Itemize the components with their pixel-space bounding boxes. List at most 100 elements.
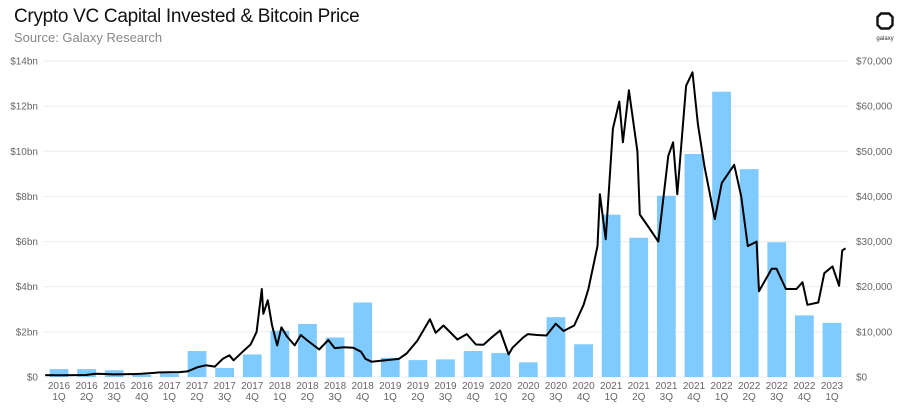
- left-tick-label: $0: [27, 373, 39, 384]
- x-tick-label: 2017 4Q: [241, 381, 264, 403]
- right-tick-label: $40,000: [856, 192, 893, 203]
- x-tick-quarter: 3Q: [108, 392, 122, 403]
- x-tick-quarter: 3Q: [328, 392, 342, 403]
- bar-2021-4Q: [684, 153, 704, 377]
- x-tick-label: 2018 3Q: [324, 381, 347, 403]
- bar-2020-1Q: [491, 353, 511, 377]
- bar-2020-3Q: [546, 317, 566, 377]
- x-tick-quarter: 3Q: [770, 392, 784, 403]
- x-tick-year: 2018: [352, 381, 375, 392]
- x-tick-label: 2020 4Q: [572, 381, 595, 403]
- galaxy-logo: galaxy: [870, 12, 900, 42]
- x-tick-year: 2017: [158, 381, 181, 392]
- bar-2020-2Q: [518, 362, 538, 377]
- x-tick-year: 2017: [186, 381, 209, 392]
- x-tick-year: 2016: [103, 381, 126, 392]
- x-tick-label: 2019 4Q: [462, 381, 485, 403]
- bar-2018-4Q: [353, 302, 373, 377]
- x-tick-quarter: 1Q: [494, 392, 508, 403]
- x-tick-year: 2016: [48, 381, 71, 392]
- bar-2021-1Q: [601, 214, 621, 377]
- x-tick-label: 2016 2Q: [75, 381, 98, 403]
- x-tick-label: 2016 1Q: [48, 381, 71, 403]
- x-tick-year: 2016: [75, 381, 98, 392]
- x-tick-label: 2018 4Q: [352, 381, 375, 403]
- right-tick-label: $50,000: [856, 147, 893, 158]
- right-tick-label: $10,000: [856, 327, 893, 338]
- x-tick-year: 2022: [793, 381, 816, 392]
- bitcoin-price-series: [45, 71, 847, 377]
- chart-title: Crypto VC Capital Invested & Bitcoin Pri…: [14, 6, 360, 27]
- bar-2022-1Q: [712, 91, 731, 377]
- bar-2021-2Q: [629, 237, 649, 377]
- left-tick-label: $2bn: [16, 327, 38, 338]
- x-tick-quarter: 4Q: [577, 392, 591, 403]
- x-tick-label: 2019 1Q: [379, 381, 402, 403]
- bar-2017-1Q: [160, 373, 179, 377]
- x-tick-label: 2016 3Q: [103, 381, 126, 403]
- bar-2022-3Q: [767, 242, 787, 377]
- x-tick-year: 2022: [738, 381, 761, 392]
- bar-2020-4Q: [574, 344, 593, 377]
- x-tick-label: 2020 3Q: [545, 381, 568, 403]
- bars: [49, 91, 842, 377]
- x-tick-quarter: 1Q: [715, 392, 729, 403]
- x-tick-year: 2019: [379, 381, 402, 392]
- chart-subtitle: Source: Galaxy Research: [14, 30, 163, 45]
- x-tick-year: 2022: [710, 381, 733, 392]
- x-tick-quarter: 1Q: [52, 392, 66, 403]
- x-tick-year: 2018: [324, 381, 347, 392]
- bar-2019-2Q: [408, 360, 428, 377]
- x-tick-label: 2023 1Q: [821, 381, 844, 403]
- x-tick-year: 2018: [269, 381, 292, 392]
- right-tick-label: $20,000: [856, 282, 893, 293]
- right-tick-label: $30,000: [856, 237, 893, 248]
- right-tick-label: $0: [856, 373, 868, 384]
- x-tick-year: 2022: [766, 381, 789, 392]
- x-tick-year: 2023: [821, 381, 844, 392]
- right-axis: $0 $10,000 $20,000 $30,000 $40,000 $50,000 $60…: [856, 57, 893, 384]
- bar-2021-3Q: [656, 195, 676, 377]
- x-tick-label: 2022 1Q: [710, 381, 733, 403]
- x-tick-label: 2022 4Q: [793, 381, 816, 403]
- x-tick-quarter: 4Q: [798, 392, 812, 403]
- x-tick-label: 2017 1Q: [158, 381, 181, 403]
- x-tick-quarter: 2Q: [411, 392, 425, 403]
- x-tick-year: 2020: [545, 381, 568, 392]
- x-tick-quarter: 2Q: [743, 392, 757, 403]
- x-tick-year: 2019: [462, 381, 485, 392]
- bar-2017-4Q: [242, 354, 262, 377]
- x-tick-year: 2018: [296, 381, 319, 392]
- x-tick-label: 2021 1Q: [600, 381, 623, 403]
- x-tick-quarter: 3Q: [439, 392, 453, 403]
- bar-2016-4Q: [132, 374, 152, 377]
- x-tick-year: 2021: [655, 381, 678, 392]
- x-tick-quarter: 2Q: [301, 392, 315, 403]
- bar-2016-2Q: [77, 369, 96, 377]
- x-tick-year: 2019: [407, 381, 430, 392]
- bar-2017-2Q: [187, 351, 207, 377]
- left-tick-label: $8bn: [16, 192, 38, 203]
- galaxy-logo-icon: [876, 12, 894, 30]
- x-tick-quarter: 2Q: [80, 392, 94, 403]
- bar-2019-4Q: [463, 351, 483, 377]
- x-tick-year: 2017: [214, 381, 237, 392]
- x-tick-label: 2020 1Q: [490, 381, 513, 403]
- x-tick-quarter: 1Q: [273, 392, 287, 403]
- x-tick-quarter: 4Q: [466, 392, 480, 403]
- x-tick-year: 2016: [131, 381, 154, 392]
- x-tick-label: 2017 2Q: [186, 381, 209, 403]
- x-tick-quarter: 4Q: [356, 392, 370, 403]
- right-tick-label: $70,000: [856, 57, 893, 68]
- right-tick-label: $60,000: [856, 102, 893, 113]
- x-tick-label: 2021 4Q: [683, 381, 706, 403]
- x-tick-quarter: 4Q: [687, 392, 701, 403]
- x-tick-quarter: 1Q: [604, 392, 618, 403]
- bar-2019-3Q: [436, 359, 455, 377]
- x-tick-year: 2021: [683, 381, 706, 392]
- x-tick-label: 2022 2Q: [738, 381, 761, 403]
- left-tick-label: $14bn: [10, 57, 38, 68]
- x-tick-label: 2018 1Q: [269, 381, 292, 403]
- x-tick-label: 2022 3Q: [766, 381, 789, 403]
